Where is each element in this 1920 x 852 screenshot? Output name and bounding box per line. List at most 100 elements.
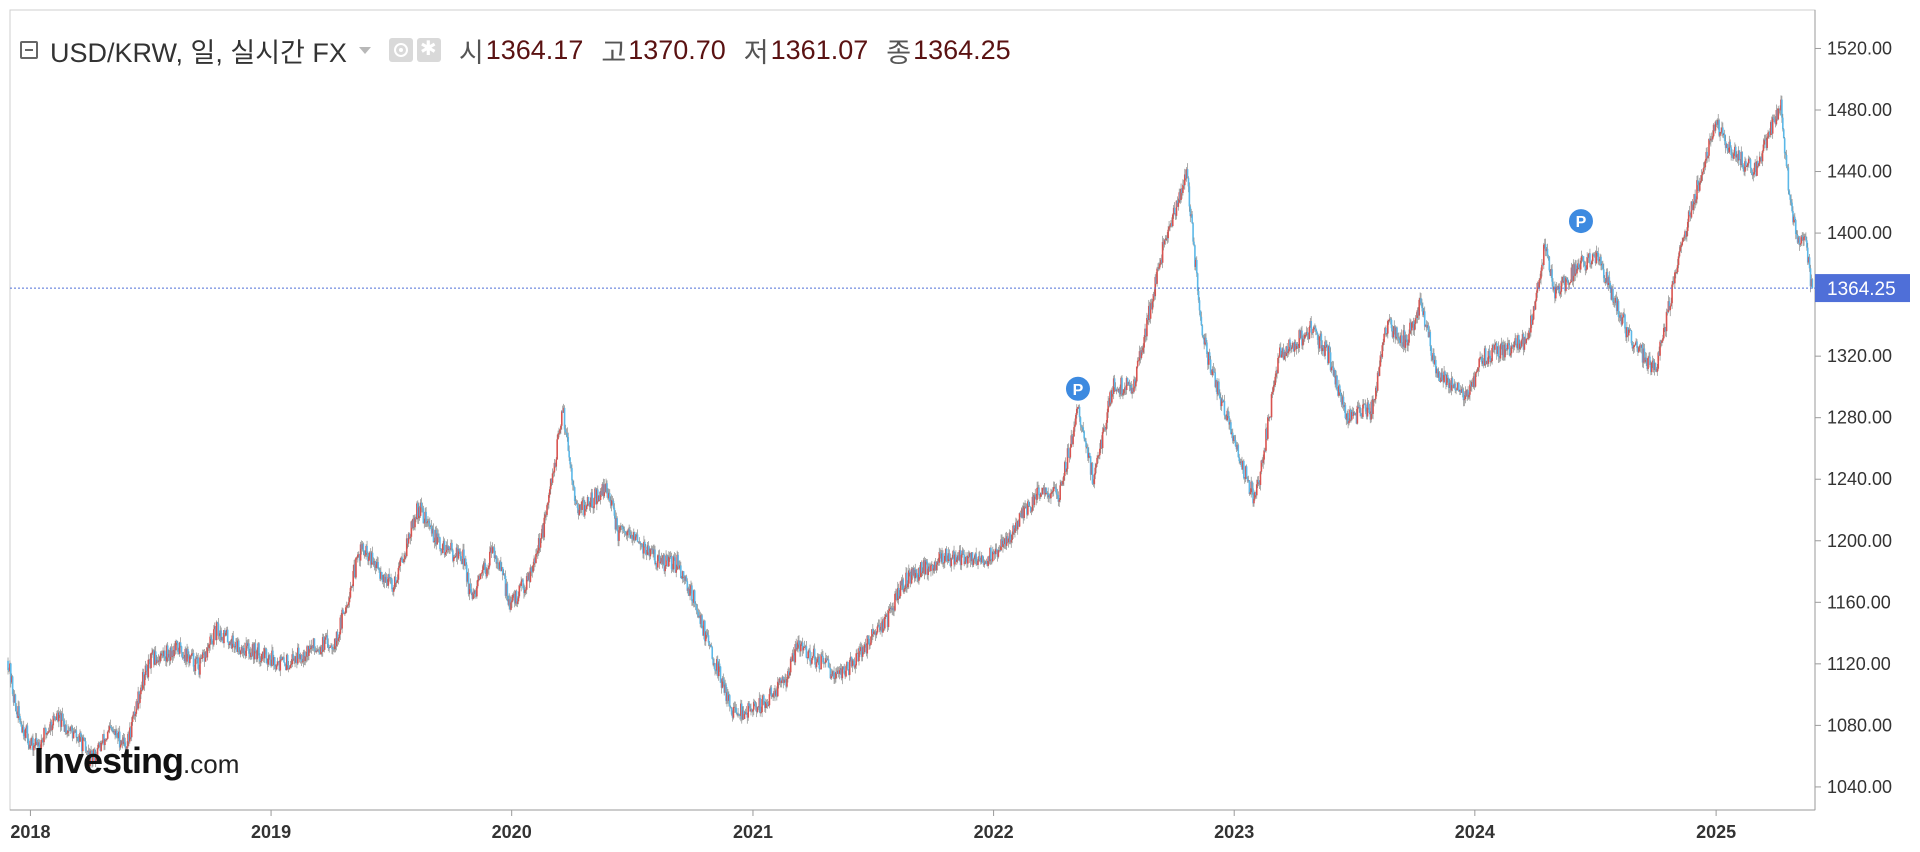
candle-body xyxy=(55,718,57,720)
p-marker-circle[interactable] xyxy=(1063,374,1092,403)
candle-body xyxy=(923,560,926,575)
candle-body xyxy=(926,561,929,575)
candle-body xyxy=(1396,327,1398,337)
candle-body xyxy=(1392,331,1395,338)
candle-body xyxy=(1548,256,1551,271)
candle-body xyxy=(269,655,271,666)
candle-body xyxy=(361,543,364,549)
candle-body xyxy=(220,630,223,641)
candle-body xyxy=(413,518,415,528)
candle-body xyxy=(1335,375,1337,385)
candle-body xyxy=(1020,513,1023,518)
candle-body xyxy=(986,563,989,566)
candle-body xyxy=(1770,122,1772,136)
candle-body xyxy=(43,727,45,743)
candle-body xyxy=(155,659,158,664)
candle-body xyxy=(1351,411,1354,416)
candle-body xyxy=(1192,223,1194,242)
candle-body xyxy=(430,525,433,534)
candle-body xyxy=(377,562,379,569)
candle-body xyxy=(752,701,755,710)
candle-body xyxy=(1475,371,1478,374)
candle-body xyxy=(425,511,427,524)
candle-body xyxy=(1185,169,1188,179)
candle-body xyxy=(1691,201,1694,211)
candle-body xyxy=(1123,389,1125,394)
candle-body xyxy=(768,694,771,706)
eye-icon[interactable] xyxy=(388,38,413,62)
candle-body xyxy=(276,661,279,666)
candle-body xyxy=(304,655,307,661)
candle-body xyxy=(1234,440,1237,447)
candle-body xyxy=(1328,346,1331,353)
candle-body xyxy=(1077,406,1080,408)
p-marker-label: P xyxy=(1073,382,1084,399)
candle-body xyxy=(1703,167,1706,169)
candle-body xyxy=(1330,367,1333,371)
candle-body xyxy=(1638,345,1641,348)
candle-body xyxy=(589,502,592,507)
x-tick-label: 2020 xyxy=(492,822,532,842)
candle-body xyxy=(1255,492,1257,496)
candle-body xyxy=(1736,154,1739,161)
candle-body xyxy=(1075,414,1077,425)
candle-body xyxy=(956,555,959,560)
candle-body xyxy=(557,433,559,440)
candle-body xyxy=(1490,360,1492,363)
candle-body xyxy=(318,649,320,652)
candle-body xyxy=(1622,313,1624,318)
candle-body xyxy=(1071,435,1073,445)
candle-body xyxy=(1131,387,1133,394)
candle-body xyxy=(1284,352,1287,356)
candle-body xyxy=(1539,278,1541,281)
candle-body xyxy=(939,552,941,554)
candle-body xyxy=(117,731,120,739)
candle-body xyxy=(1682,238,1684,242)
candle-body xyxy=(992,551,995,554)
candle-body xyxy=(1127,382,1130,385)
candle-body xyxy=(419,502,422,516)
collapse-icon[interactable] xyxy=(20,41,38,59)
candle-body xyxy=(291,654,294,665)
candle-body xyxy=(1785,154,1788,167)
candle-body xyxy=(1106,412,1109,423)
candle-body xyxy=(994,548,997,555)
candle-body xyxy=(1672,281,1674,285)
candle-body xyxy=(1578,267,1581,270)
p-marker-icon[interactable]: P xyxy=(1566,207,1595,236)
candle-body xyxy=(1801,235,1804,238)
candle-body xyxy=(1594,256,1597,264)
candle-body xyxy=(682,571,685,577)
candle-body xyxy=(455,547,458,556)
dropdown-caret-icon[interactable] xyxy=(358,46,371,54)
candle-body xyxy=(827,659,830,668)
gear-icon[interactable] xyxy=(416,36,441,62)
candle-body xyxy=(1463,399,1466,401)
candle-body xyxy=(1207,352,1210,365)
x-tick-label: 2025 xyxy=(1696,822,1736,842)
candle-body xyxy=(44,727,46,729)
candle-body xyxy=(1521,334,1524,341)
symbol-title[interactable]: USD/KRW, 일, 실시간 FX xyxy=(50,37,347,68)
candle-body xyxy=(1202,335,1205,337)
plot-area[interactable] xyxy=(9,9,1816,811)
candle-body xyxy=(240,646,243,651)
candle-body xyxy=(787,671,789,680)
candle-body xyxy=(1763,139,1766,145)
candle-body xyxy=(606,483,608,493)
candle-body xyxy=(753,701,756,704)
candle-body xyxy=(1125,378,1128,391)
candle-body xyxy=(1712,124,1715,137)
p-marker-icon[interactable]: P xyxy=(1063,374,1092,403)
candle-body xyxy=(704,620,706,642)
candle-body xyxy=(571,468,573,481)
candle-body xyxy=(748,703,750,707)
p-marker-circle[interactable] xyxy=(1566,207,1595,236)
candle-body xyxy=(1545,248,1548,252)
candle-body xyxy=(544,514,546,518)
candle-body xyxy=(1431,355,1433,360)
candle-body xyxy=(850,656,853,667)
candle-body xyxy=(950,557,953,567)
close-label: 종 xyxy=(886,37,912,68)
